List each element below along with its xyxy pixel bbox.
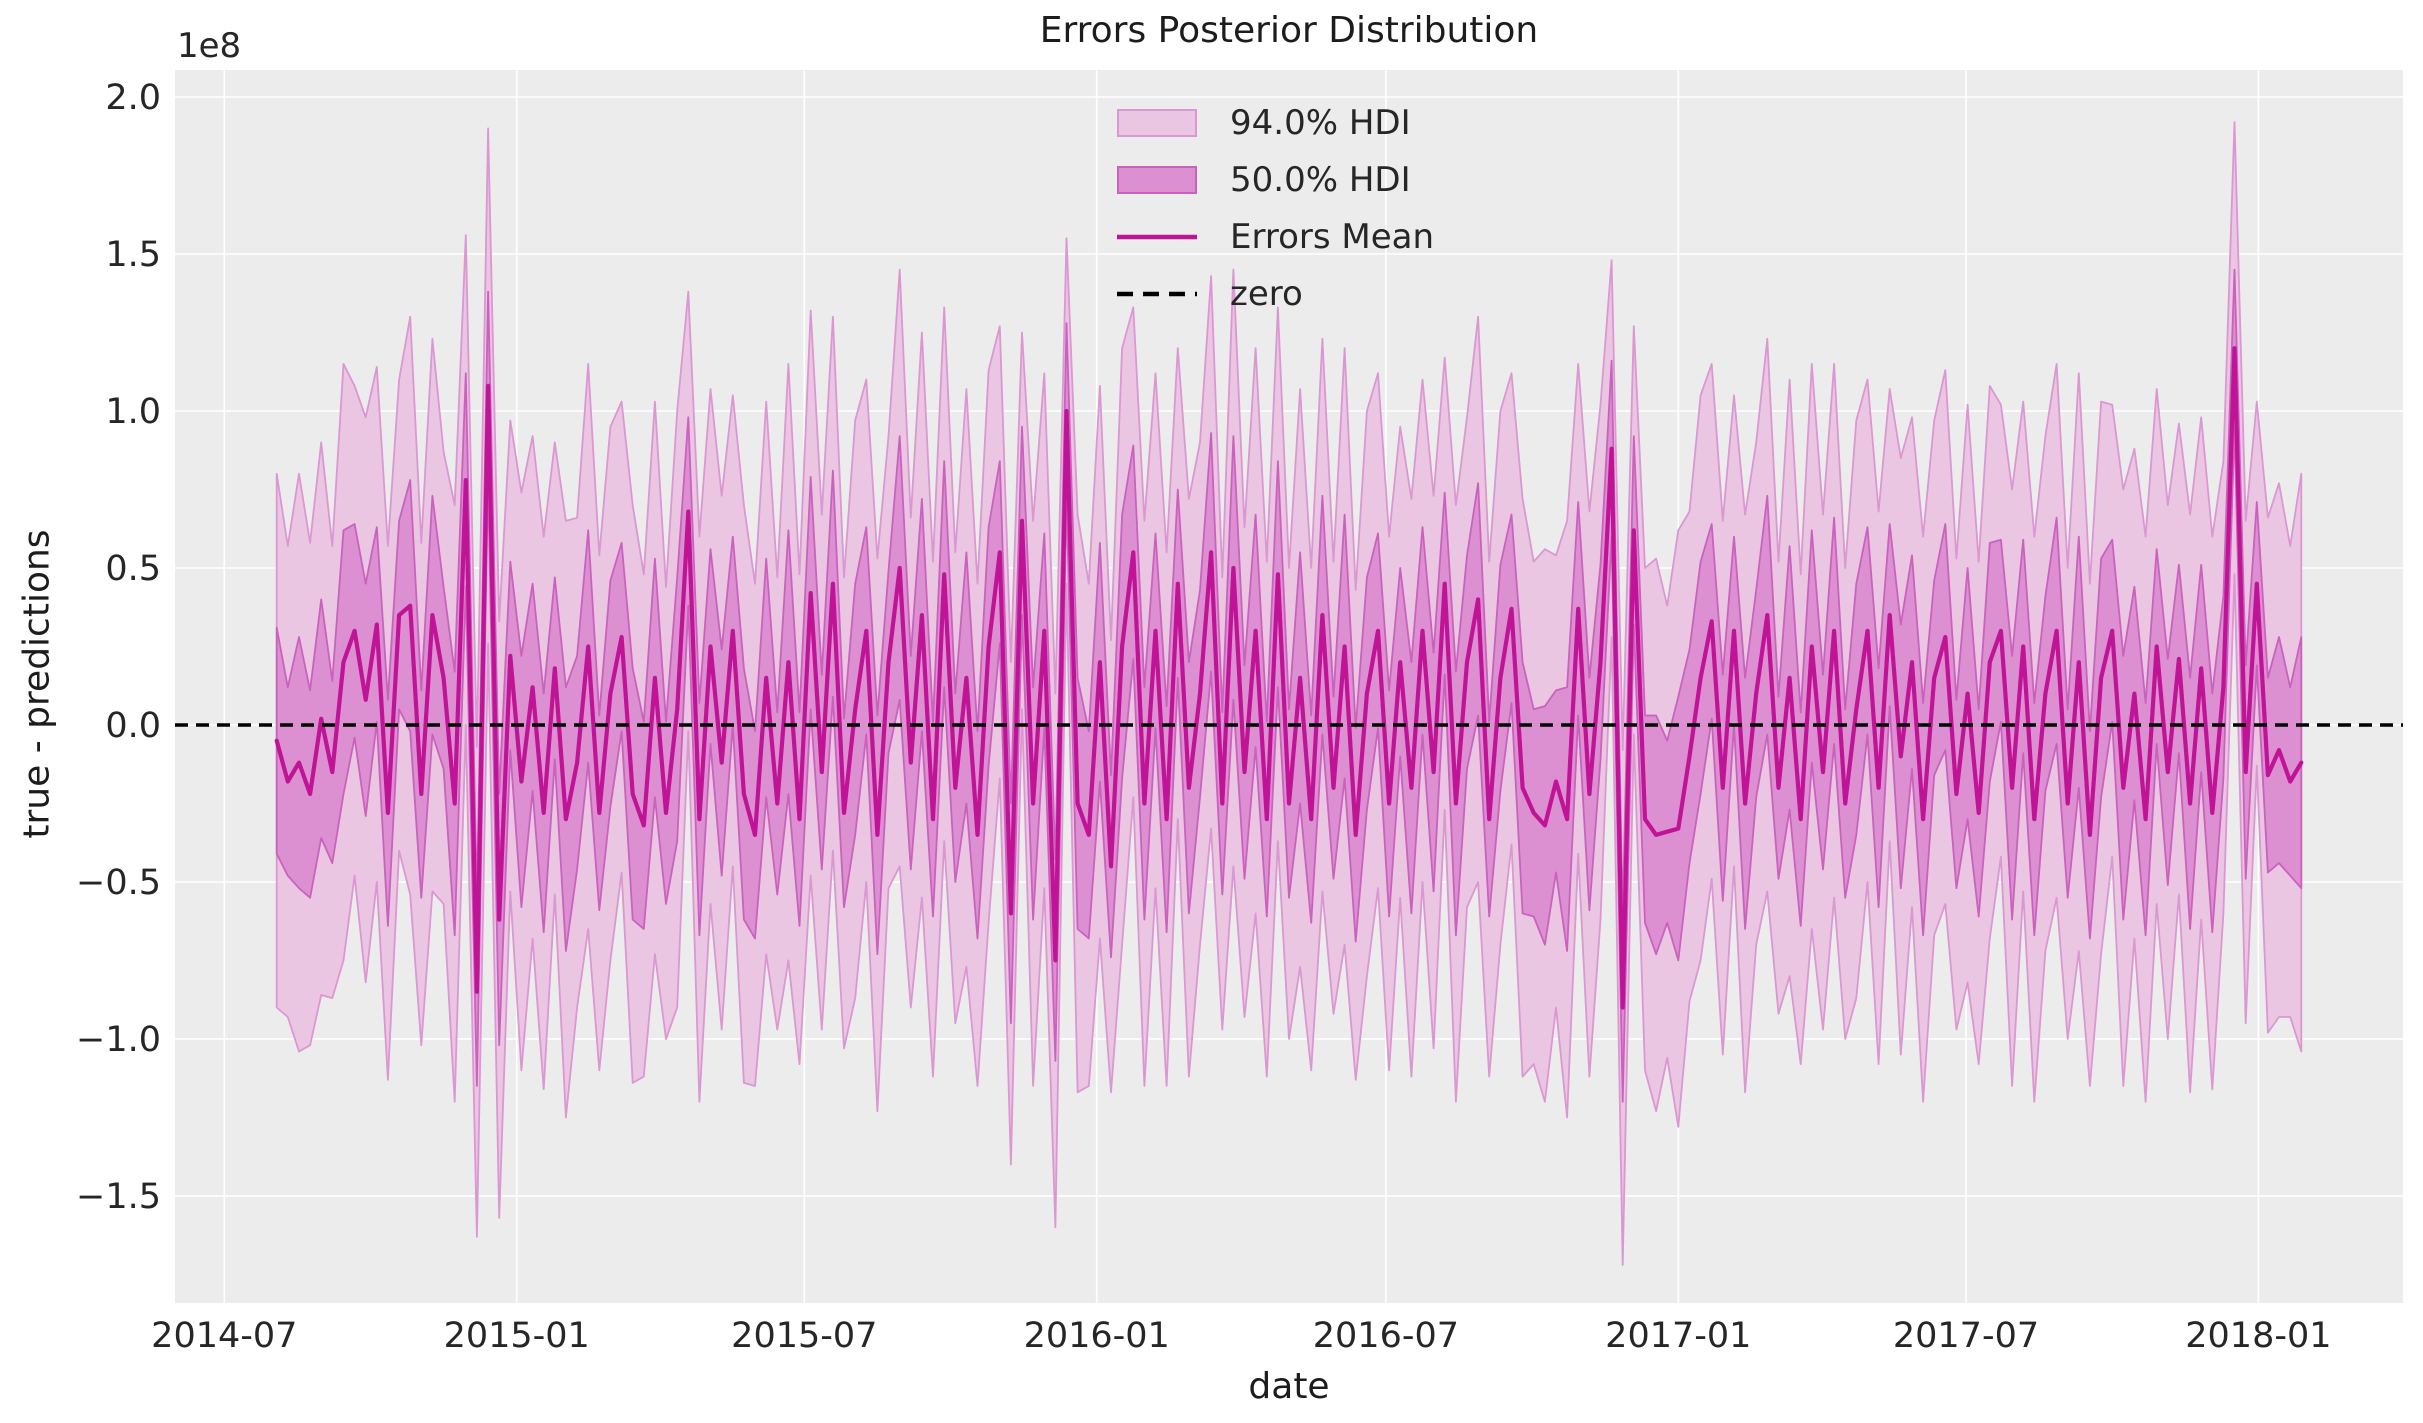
- y-axis-offset-label: 1e8: [177, 26, 242, 66]
- y-tick-label: 0.5: [105, 549, 161, 589]
- x-tick-label: 2017-01: [1605, 1316, 1751, 1356]
- x-axis-label: date: [1248, 1366, 1330, 1407]
- x-tick-label: 2018-01: [2185, 1316, 2331, 1356]
- x-tick-label: 2015-01: [444, 1316, 590, 1356]
- x-tick-label: 2016-07: [1313, 1316, 1459, 1356]
- legend-label-mean: Errors Mean: [1230, 216, 1435, 257]
- legend-entry-hdi50: 50.0% HDI: [1117, 151, 1434, 208]
- y-tick-label: 2.0: [105, 78, 161, 118]
- legend: 94.0% HDI 50.0% HDI Errors Mean zero: [1117, 94, 1434, 322]
- y-axis-label: true - predictions: [16, 529, 58, 839]
- y-tick-labels: 2.0 1.5 1.0 0.5 0.0 −0.5 −1.0 −1.5: [76, 78, 161, 1217]
- x-tick-label: 2015-07: [731, 1316, 877, 1356]
- y-tick-label: −1.5: [76, 1177, 161, 1217]
- legend-label-zero: zero: [1230, 273, 1303, 314]
- y-tick-label: −0.5: [76, 863, 161, 903]
- x-tick-label: 2017-07: [1893, 1316, 2039, 1356]
- legend-label-hdi94: 94.0% HDI: [1230, 102, 1411, 143]
- mean-line-icon: [1117, 234, 1197, 239]
- x-tick-labels: 2014-07 2015-01 2015-07 2016-01 2016-07 2017-…: [151, 1316, 2331, 1356]
- y-tick-label: 1.5: [105, 235, 161, 275]
- hdi94-patch-icon: [1117, 108, 1197, 137]
- legend-entry-zero: zero: [1117, 265, 1434, 322]
- y-tick-label: 0.0: [105, 706, 161, 746]
- y-tick-label: 1.0: [105, 392, 161, 432]
- errors-mean-line: [274, 346, 2304, 1010]
- x-tick-label: 2016-01: [1024, 1316, 1170, 1356]
- x-tick-label: 2014-07: [151, 1316, 297, 1356]
- chart-title: Errors Posterior Distribution: [1039, 10, 1539, 51]
- hdi50-patch-icon: [1117, 165, 1197, 194]
- zero-dashed-line-icon: [1117, 291, 1197, 296]
- legend-entry-hdi94: 94.0% HDI: [1117, 94, 1434, 151]
- legend-label-hdi50: 50.0% HDI: [1230, 159, 1411, 200]
- legend-entry-mean: Errors Mean: [1117, 208, 1434, 265]
- y-tick-label: −1.0: [76, 1020, 161, 1060]
